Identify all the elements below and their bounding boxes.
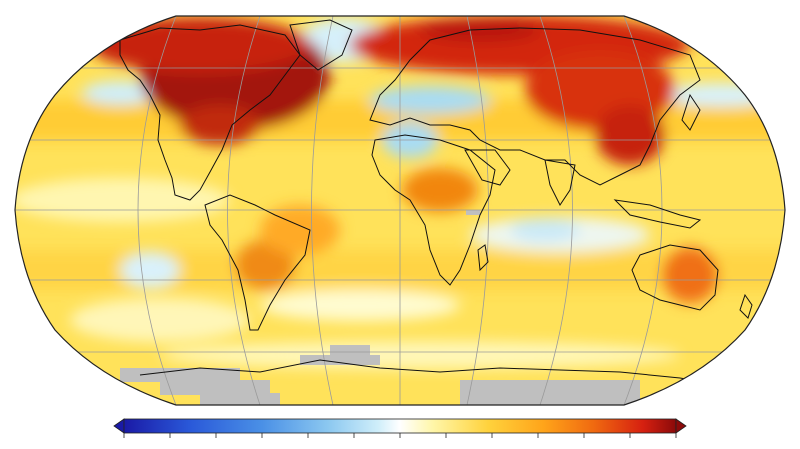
colorbar-right-arrow bbox=[675, 418, 687, 434]
coastlines bbox=[119, 19, 753, 386]
colorbar-gradient bbox=[123, 418, 677, 434]
graticule bbox=[15, 16, 785, 405]
colorbar-ticks bbox=[123, 433, 677, 438]
no-data-mask bbox=[120, 210, 640, 405]
colorbar bbox=[113, 418, 687, 438]
colorbar-left-arrow bbox=[113, 418, 125, 434]
globe-outline bbox=[14, 15, 786, 406]
